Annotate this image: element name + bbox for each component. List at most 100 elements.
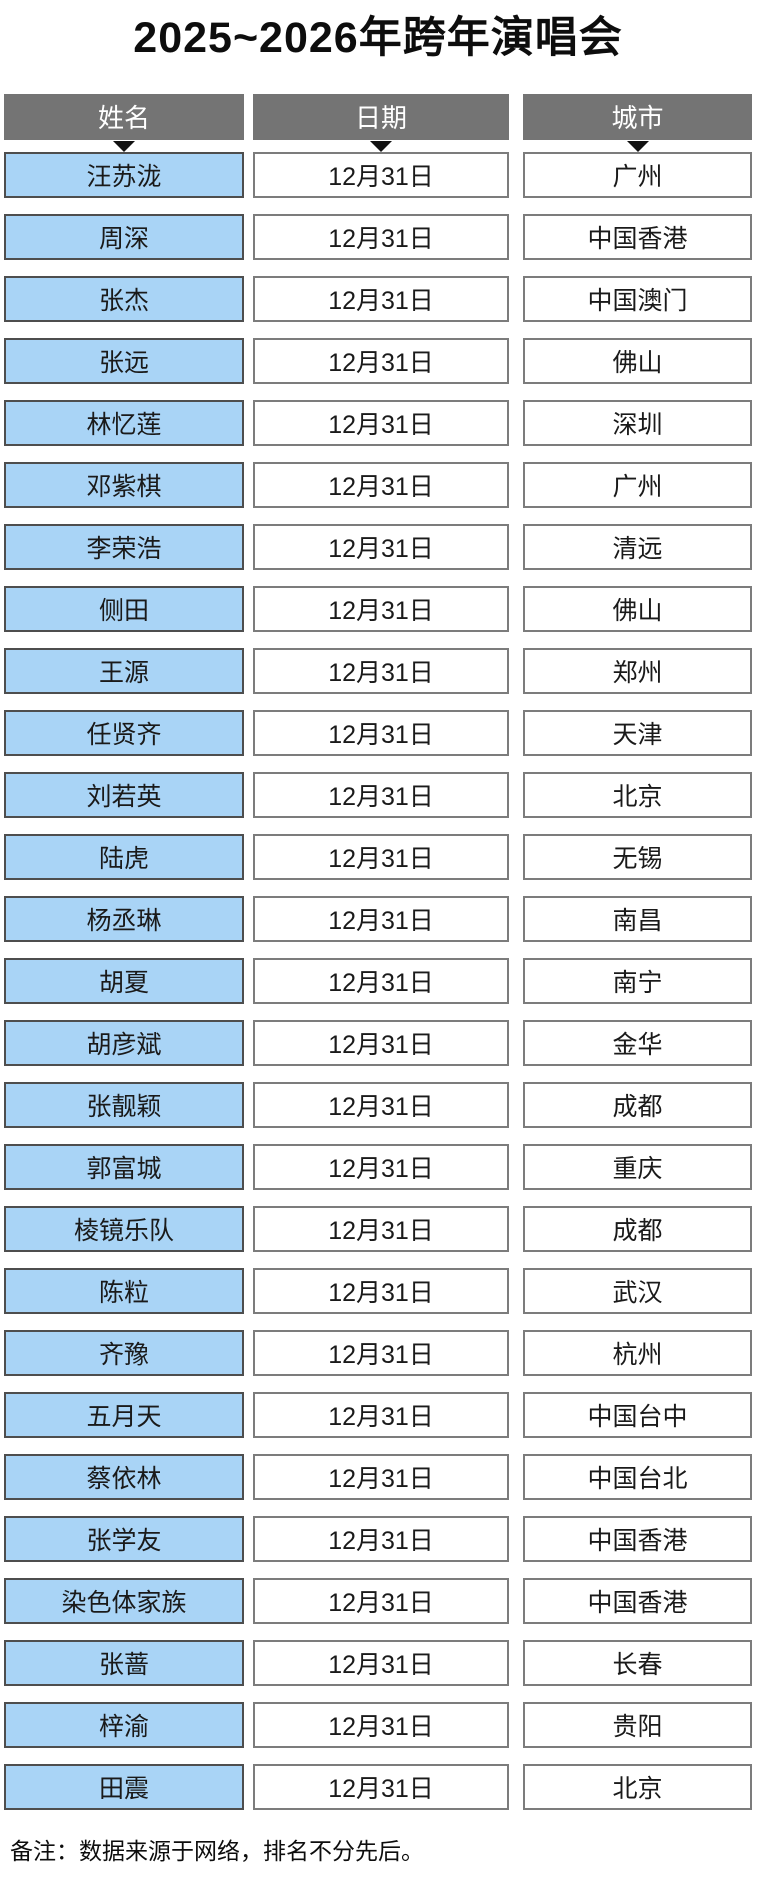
name-cell: 李荣浩 — [4, 523, 244, 570]
date-cell: 12月31日 — [253, 709, 509, 756]
city-cell: 中国香港 — [523, 1515, 752, 1562]
name-cell: 任贤齐 — [4, 709, 244, 756]
table-body: 汪苏泷 12月31日 广州 周深 12月31日 中国香港 张杰 12月31日 中… — [4, 151, 752, 1810]
city-cell: 中国台中 — [523, 1391, 752, 1438]
table-row: 周深 12月31日 中国香港 — [4, 213, 752, 260]
city-cell: 中国香港 — [523, 213, 752, 260]
name-cell: 胡夏 — [4, 957, 244, 1004]
date-cell: 12月31日 — [253, 1391, 509, 1438]
table-row: 棱镜乐队 12月31日 成都 — [4, 1205, 752, 1252]
name-cell: 蔡依林 — [4, 1453, 244, 1500]
date-cell: 12月31日 — [253, 1453, 509, 1500]
table-row: 张靓颖 12月31日 成都 — [4, 1081, 752, 1128]
table-row: 张学友 12月31日 中国香港 — [4, 1515, 752, 1562]
city-cell: 中国台北 — [523, 1453, 752, 1500]
city-cell: 天津 — [523, 709, 752, 756]
name-cell: 张杰 — [4, 275, 244, 322]
name-cell: 林忆莲 — [4, 399, 244, 446]
table-row: 胡夏 12月31日 南宁 — [4, 957, 752, 1004]
city-cell: 郑州 — [523, 647, 752, 694]
name-cell: 胡彦斌 — [4, 1019, 244, 1066]
table-row: 任贤齐 12月31日 天津 — [4, 709, 752, 756]
table-row: 刘若英 12月31日 北京 — [4, 771, 752, 818]
down-arrow-icon — [626, 140, 649, 152]
name-cell: 邓紫棋 — [4, 461, 244, 508]
name-cell: 侧田 — [4, 585, 244, 632]
table-row: 杨丞琳 12月31日 南昌 — [4, 895, 752, 942]
column-header-date: 日期 — [253, 93, 509, 140]
date-cell: 12月31日 — [253, 213, 509, 260]
table-row: 王源 12月31日 郑州 — [4, 647, 752, 694]
table-row: 五月天 12月31日 中国台中 — [4, 1391, 752, 1438]
date-cell: 12月31日 — [253, 1701, 509, 1748]
table-row: 汪苏泷 12月31日 广州 — [4, 151, 752, 198]
date-cell: 12月31日 — [253, 585, 509, 632]
table-row: 陈粒 12月31日 武汉 — [4, 1267, 752, 1314]
date-cell: 12月31日 — [253, 647, 509, 694]
down-arrow-icon — [370, 140, 392, 152]
date-cell: 12月31日 — [253, 337, 509, 384]
city-cell: 清远 — [523, 523, 752, 570]
name-cell: 周深 — [4, 213, 244, 260]
city-cell: 杭州 — [523, 1329, 752, 1376]
name-cell: 张学友 — [4, 1515, 244, 1562]
city-cell: 中国澳门 — [523, 275, 752, 322]
city-cell: 广州 — [523, 461, 752, 508]
city-cell: 成都 — [523, 1081, 752, 1128]
name-cell: 杨丞琳 — [4, 895, 244, 942]
date-cell: 12月31日 — [253, 1143, 509, 1190]
city-cell: 金华 — [523, 1019, 752, 1066]
name-cell: 汪苏泷 — [4, 151, 244, 198]
name-cell: 陈粒 — [4, 1267, 244, 1314]
date-cell: 12月31日 — [253, 399, 509, 446]
city-cell: 重庆 — [523, 1143, 752, 1190]
date-cell: 12月31日 — [253, 1515, 509, 1562]
table-row: 田震 12月31日 北京 — [4, 1763, 752, 1810]
table-row: 张杰 12月31日 中国澳门 — [4, 275, 752, 322]
date-cell: 12月31日 — [253, 1329, 509, 1376]
name-cell: 刘若英 — [4, 771, 244, 818]
date-cell: 12月31日 — [253, 895, 509, 942]
city-cell: 中国香港 — [523, 1577, 752, 1624]
name-cell: 五月天 — [4, 1391, 244, 1438]
table-row: 蔡依林 12月31日 中国台北 — [4, 1453, 752, 1500]
table-row: 梓渝 12月31日 贵阳 — [4, 1701, 752, 1748]
date-cell: 12月31日 — [253, 461, 509, 508]
city-cell: 南宁 — [523, 957, 752, 1004]
name-cell: 陆虎 — [4, 833, 244, 880]
name-cell: 染色体家族 — [4, 1577, 244, 1624]
date-cell: 12月31日 — [253, 957, 509, 1004]
name-cell: 田震 — [4, 1763, 244, 1810]
city-cell: 北京 — [523, 1763, 752, 1810]
table-header: 姓名 日期 城市 — [4, 93, 752, 140]
city-cell: 武汉 — [523, 1267, 752, 1314]
date-cell: 12月31日 — [253, 1639, 509, 1686]
city-cell: 深圳 — [523, 399, 752, 446]
name-cell: 棱镜乐队 — [4, 1205, 244, 1252]
table-row: 染色体家族 12月31日 中国香港 — [4, 1577, 752, 1624]
table-row: 张蔷 12月31日 长春 — [4, 1639, 752, 1686]
table-row: 齐豫 12月31日 杭州 — [4, 1329, 752, 1376]
date-cell: 12月31日 — [253, 151, 509, 198]
city-cell: 广州 — [523, 151, 752, 198]
city-cell: 南昌 — [523, 895, 752, 942]
date-cell: 12月31日 — [253, 1081, 509, 1128]
table-row: 侧田 12月31日 佛山 — [4, 585, 752, 632]
header-arrows — [4, 140, 752, 153]
table-row: 李荣浩 12月31日 清远 — [4, 523, 752, 570]
name-cell: 王源 — [4, 647, 244, 694]
table-row: 胡彦斌 12月31日 金华 — [4, 1019, 752, 1066]
column-header-city: 城市 — [523, 93, 752, 140]
table-row: 林忆莲 12月31日 深圳 — [4, 399, 752, 446]
date-cell: 12月31日 — [253, 1577, 509, 1624]
page-title: 2025~2026年跨年演唱会 — [133, 14, 623, 62]
date-cell: 12月31日 — [253, 1205, 509, 1252]
table-row: 邓紫棋 12月31日 广州 — [4, 461, 752, 508]
date-cell: 12月31日 — [253, 833, 509, 880]
city-cell: 北京 — [523, 771, 752, 818]
city-cell: 佛山 — [523, 337, 752, 384]
date-cell: 12月31日 — [253, 275, 509, 322]
name-cell: 张蔷 — [4, 1639, 244, 1686]
city-cell: 佛山 — [523, 585, 752, 632]
